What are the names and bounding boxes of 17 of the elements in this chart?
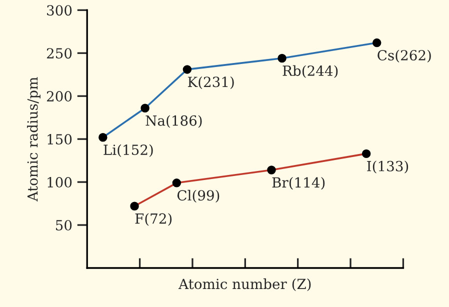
data-label: Cs(262)	[378, 50, 431, 62]
y-tick-label: 300	[47, 5, 72, 16]
y-tick-label: 150	[48, 134, 72, 145]
data-label: Cl(99)	[177, 190, 220, 203]
y-axis-title: Atomic radius/pm	[27, 77, 40, 202]
y-tick-label: 100	[48, 177, 72, 188]
y-tick-label: 200	[46, 91, 72, 102]
data-label: Br(114)	[272, 176, 325, 190]
data-label: F(72)	[135, 213, 172, 226]
data-label: Rb(244)	[282, 65, 338, 78]
y-tick-label: 250	[46, 48, 72, 59]
data-label: Na(186)	[146, 115, 202, 128]
data-label: I(133)	[367, 160, 408, 174]
x-axis-title: Atomic number (Z)	[178, 278, 311, 292]
y-tick-label: 50	[56, 220, 72, 231]
data-label: Li(152)	[104, 144, 153, 158]
data-label: K(231)	[188, 76, 234, 90]
